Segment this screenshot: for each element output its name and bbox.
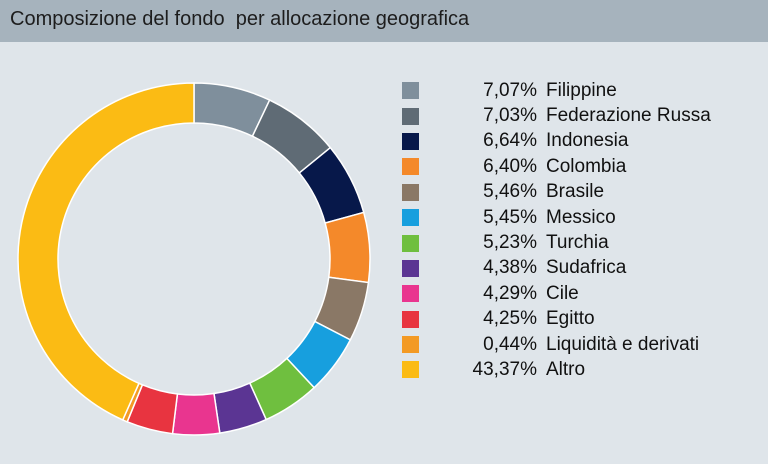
legend-value: 5,23% <box>483 232 537 254</box>
legend-swatch <box>402 107 419 125</box>
legend-value: 6,40% <box>483 155 537 177</box>
legend-item: 7,03% Federazione Russa <box>402 103 711 128</box>
legend-item: 5,45% Messico <box>402 205 711 230</box>
legend-value: 6,64% <box>483 130 537 152</box>
legend-value: 0,44% <box>483 333 537 355</box>
legend-swatch <box>402 234 419 252</box>
chart-legend: 7,07% Filippine 7,03% Federazione Russa 6,64… <box>402 78 711 383</box>
legend-label: Federazione Russa <box>546 105 711 127</box>
legend-item: 43,37% Altro <box>402 357 711 382</box>
legend-value: 7,07% <box>483 79 537 101</box>
legend-label: Altro <box>546 358 586 380</box>
legend-swatch <box>402 310 419 328</box>
legend-label: Sudafrica <box>546 257 627 279</box>
chart-header: Composizione del fondo per allocazione g… <box>0 0 768 42</box>
legend-swatch <box>402 158 419 176</box>
legend-item: 4,29% Cile <box>402 281 711 306</box>
legend-swatch <box>402 285 419 303</box>
legend-label: Messico <box>546 206 616 228</box>
legend-item: 0,44% Liquidità e derivati <box>402 332 711 357</box>
legend-swatch <box>402 82 419 100</box>
legend-label: Cile <box>546 282 579 304</box>
legend-item: 4,38% Sudafrica <box>402 256 711 281</box>
legend-swatch <box>402 336 419 354</box>
legend-value: 7,03% <box>483 105 537 127</box>
pie-slice-12 <box>17 82 195 421</box>
legend-swatch <box>402 361 419 379</box>
pie-slice-4 <box>324 211 371 284</box>
legend-label: Indonesia <box>546 130 629 152</box>
legend-item: 5,23% Turchia <box>402 230 711 255</box>
legend-item: 7,07% Filippine <box>402 78 711 103</box>
legend-swatch <box>402 209 419 227</box>
pie-slice-9 <box>171 392 221 436</box>
legend-item: 5,46% Brasile <box>402 180 711 205</box>
legend-value: 4,29% <box>483 282 537 304</box>
legend-value: 5,45% <box>483 206 537 228</box>
legend-label: Liquidità e derivati <box>546 333 700 355</box>
legend-swatch <box>402 183 419 201</box>
donut-chart <box>17 82 371 436</box>
legend-item: 6,64% Indonesia <box>402 129 711 154</box>
legend-item: 4,25% Egitto <box>402 307 711 332</box>
legend-value: 43,37% <box>472 358 537 380</box>
legend-label: Turchia <box>546 232 609 254</box>
legend-swatch <box>402 259 419 277</box>
legend-value: 4,38% <box>483 257 537 279</box>
legend-value: 4,25% <box>483 308 537 330</box>
legend-label: Filippine <box>546 79 617 101</box>
chart-title: Composizione del fondo per allocazione g… <box>10 8 470 30</box>
legend-swatch <box>402 132 419 150</box>
legend-label: Brasile <box>546 181 605 203</box>
legend-value: 5,46% <box>483 181 537 203</box>
legend-label: Colombia <box>546 155 627 177</box>
legend-item: 6,40% Colombia <box>402 154 711 179</box>
legend-label: Egitto <box>546 308 595 330</box>
